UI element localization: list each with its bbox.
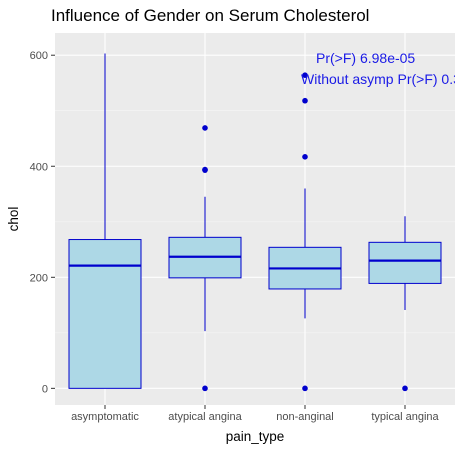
y-tick-label: 0	[42, 383, 48, 395]
outlier-point	[302, 72, 308, 78]
annotation-pvalue-without-asymp: Without asymp Pr(>F) 0.3	[301, 71, 461, 87]
y-tick-label: 600	[30, 50, 48, 62]
x-tick-label: typical angina	[371, 411, 439, 423]
outlier-point	[402, 385, 408, 392]
outlier-point	[302, 385, 308, 392]
x-axis-title: pain_type	[226, 429, 285, 444]
outlier-point	[202, 385, 208, 392]
annotation-pvalue: Pr(>F) 6.98e-05	[316, 50, 415, 66]
x-tick-label: atypical angina	[168, 411, 242, 423]
outlier-point	[202, 166, 208, 173]
box-iqr	[368, 241, 442, 284]
chart-title: Influence of Gender on Serum Cholesterol	[51, 6, 370, 25]
y-axis-title: chol	[6, 207, 21, 232]
x-tick-label: non-anginal	[276, 411, 334, 423]
y-tick-label: 400	[30, 161, 48, 173]
y-tick-label: 200	[30, 272, 48, 284]
outlier-point	[302, 154, 308, 160]
x-tick-label: asymptomatic	[71, 411, 139, 423]
outlier-point	[302, 97, 308, 104]
outlier-point	[202, 125, 208, 131]
box-iqr	[68, 239, 142, 389]
